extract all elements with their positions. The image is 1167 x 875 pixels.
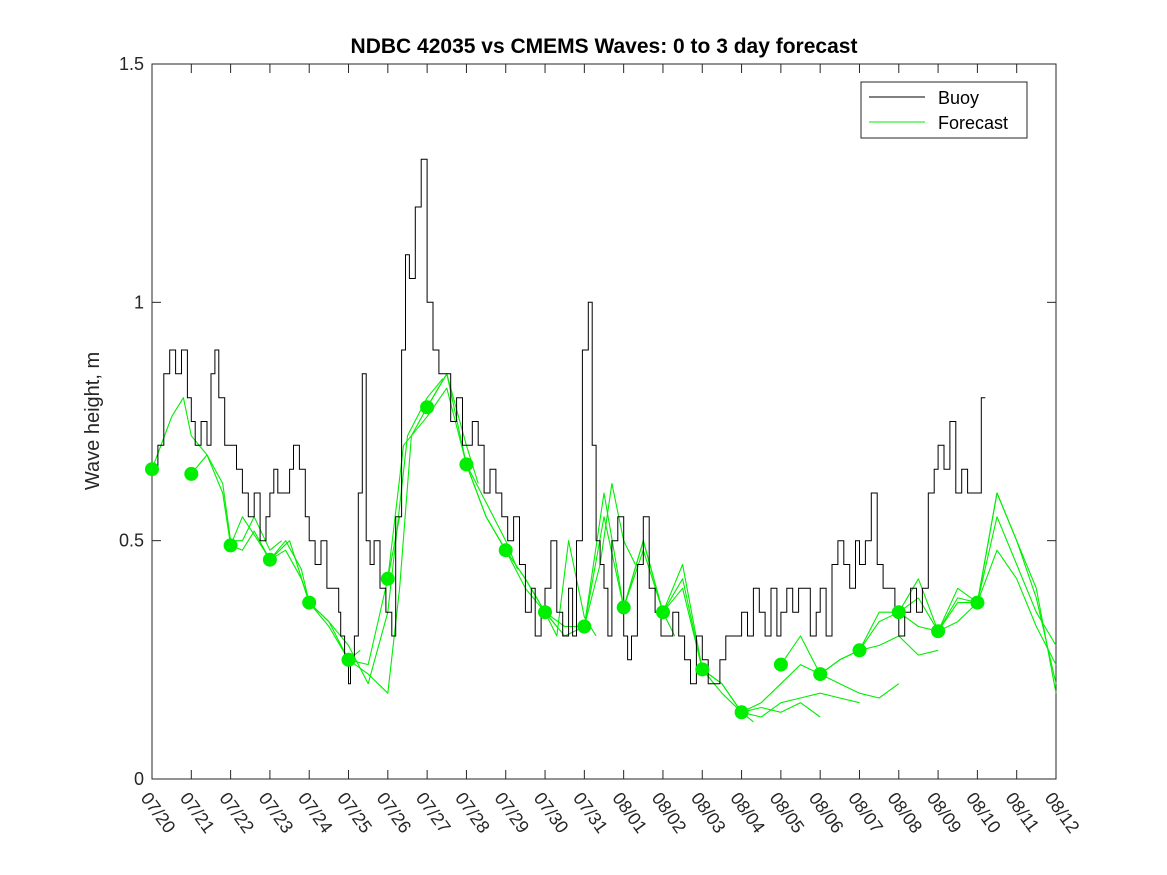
- forecast-marker: [380, 571, 395, 586]
- forecast-markers: [145, 400, 985, 720]
- forecast-marker: [223, 538, 238, 553]
- y-axis-label: Wave height, m: [82, 352, 104, 490]
- y-axis: 0 0.5 1 1.5: [119, 54, 1056, 789]
- forecast-marker: [498, 543, 513, 558]
- forecast-marker: [852, 643, 867, 658]
- forecast-line: [387, 387, 519, 579]
- forecast-marker: [656, 605, 670, 620]
- forecast-marker: [813, 667, 828, 682]
- forecast-marker: [184, 466, 199, 481]
- forecast-marker: [420, 400, 435, 415]
- buoy-line: [152, 158, 986, 685]
- axes-box: [151, 63, 1057, 780]
- forecast-line: [230, 516, 361, 661]
- forecast-marker: [302, 595, 317, 610]
- forecast-marker: [695, 662, 710, 677]
- forecast-marker: [616, 600, 631, 615]
- forecast-line: [151, 397, 283, 551]
- forecast-marker: [538, 605, 552, 620]
- forecast-line: [701, 668, 860, 718]
- y-tick-label: 0: [134, 769, 144, 789]
- forecast-marker: [734, 705, 749, 720]
- forecast-marker: [931, 624, 946, 639]
- chart-title: NDBC 42035 vs CMEMS Waves: 0 to 3 day fo…: [351, 35, 858, 58]
- legend-label-buoy: Buoy: [938, 88, 979, 108]
- buoy-series: [152, 158, 986, 685]
- forecast-marker: [262, 552, 277, 567]
- forecast-marker: [773, 657, 788, 672]
- forecast-marker: [577, 619, 592, 634]
- y-tick-label: 1.5: [119, 54, 144, 74]
- forecast-line: [976, 492, 1057, 694]
- legend: Buoy Forecast: [860, 81, 1028, 139]
- y-tick-label: 1: [134, 292, 144, 312]
- forecast-line: [937, 549, 1057, 665]
- forecast-marker: [891, 605, 906, 620]
- legend-box: [860, 81, 1028, 139]
- forecast-line: [269, 516, 401, 666]
- forecast-marker: [459, 457, 474, 472]
- plot-area: 00.511.5 07/2007/2107/2207/2307/2407/250…: [119, 54, 1083, 837]
- forecast-line: [190, 454, 310, 603]
- legend-label-forecast: Forecast: [938, 113, 1008, 133]
- y-tick-label: 0.5: [119, 531, 144, 551]
- forecast-marker: [970, 595, 985, 610]
- forecast-marker: [145, 462, 159, 477]
- forecast-marker: [341, 652, 356, 667]
